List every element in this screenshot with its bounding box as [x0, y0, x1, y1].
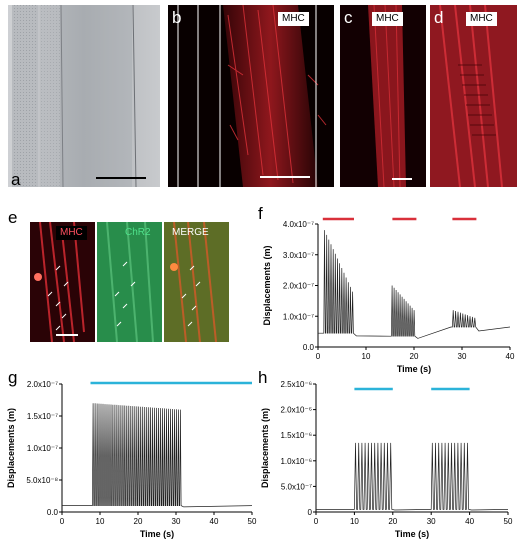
- x-tick-label-f: 40: [506, 352, 515, 361]
- x-tick-label-g: 50: [248, 517, 257, 526]
- y-tick-label-g: 5.0x10⁻⁸: [26, 476, 58, 485]
- y-tick-label-h: 2.5x10⁻⁶: [280, 380, 312, 389]
- stain-tag-b: MHC: [278, 12, 309, 26]
- y-tick-label-g: 1.0x10⁻⁷: [27, 444, 58, 453]
- panel-a-image: [8, 5, 160, 187]
- y-tick-label-h: 0: [308, 508, 313, 517]
- x-tick-label-h: 0: [314, 517, 319, 526]
- scale-bar: [96, 177, 146, 179]
- panel-label-e: e: [8, 208, 18, 227]
- y-tick-label-f: 0.0: [303, 343, 315, 352]
- panel-d-image: MHC: [430, 5, 517, 187]
- panel-label-b: b: [172, 8, 182, 27]
- x-tick-label-f: 30: [458, 352, 467, 361]
- panel-e-chr2-texture: [97, 222, 162, 342]
- trace-g: [62, 403, 253, 508]
- x-tick-label-g: 30: [172, 517, 181, 526]
- x-tick-label-h: 40: [465, 517, 474, 526]
- x-axis-title-h: Time (s): [395, 529, 429, 539]
- stain-tag-d: MHC: [466, 12, 497, 26]
- trace-f: [318, 230, 511, 339]
- stain-tag-e-mhc: MHC: [56, 226, 87, 240]
- panel-label-f: f: [258, 204, 263, 223]
- y-tick-label-h: 1.5x10⁻⁶: [280, 431, 312, 440]
- x-tick-label-h: 50: [504, 517, 513, 526]
- y-tick-label-g: 2.0x10⁻⁷: [27, 380, 58, 389]
- y-tick-label-g: 0.0: [47, 508, 59, 517]
- y-axis-title-h: Displacements (m): [260, 408, 270, 488]
- x-tick-label-h: 30: [427, 517, 436, 526]
- stain-tag-c: MHC: [372, 12, 403, 26]
- x-tick-label-g: 20: [134, 517, 143, 526]
- y-tick-label-g: 1.5x10⁻⁷: [27, 412, 58, 421]
- panel-label-a: a: [11, 170, 21, 189]
- panel-e-mhc: MHC: [30, 222, 95, 342]
- y-tick-label-h: 2.0x10⁻⁶: [280, 406, 312, 415]
- y-tick-label-f: 1.0x10⁻⁷: [283, 312, 314, 321]
- x-axis-title-g: Time (s): [140, 529, 174, 539]
- panel-a-texture: [8, 5, 160, 187]
- y-tick-label-h: 5.0x10⁻⁷: [281, 482, 312, 491]
- trace-h: [316, 442, 509, 511]
- stain-tag-e-merge: MERGE: [172, 227, 209, 238]
- y-tick-label-f: 3.0x10⁻⁷: [283, 251, 314, 260]
- panel-c-image: MHC: [340, 5, 426, 187]
- x-tick-label-g: 40: [210, 517, 219, 526]
- panel-c-texture: [368, 5, 412, 187]
- x-tick-label-g: 0: [60, 517, 65, 526]
- x-tick-label-g: 10: [96, 517, 105, 526]
- panel-label-g: g: [8, 368, 18, 387]
- y-tick-label-h: 1.0x10⁻⁶: [280, 457, 312, 466]
- x-tick-label-f: 20: [410, 352, 419, 361]
- x-tick-label-f: 0: [316, 352, 321, 361]
- x-tick-label-f: 10: [362, 352, 371, 361]
- x-axis-title-f: Time (s): [397, 364, 431, 374]
- panel-b-image: MHC: [168, 5, 334, 187]
- panel-e-merge: MERGE: [164, 222, 229, 342]
- panel-e-mhc-texture: [34, 222, 85, 342]
- panel-label-h: h: [258, 368, 268, 387]
- panel-e-merge-texture: [164, 222, 229, 342]
- stain-tag-e-chr2: ChR2: [125, 227, 151, 238]
- y-axis-title-g: Displacements (m): [6, 408, 16, 488]
- y-tick-label-f: 2.0x10⁻⁷: [283, 282, 314, 291]
- panel-label-d: d: [434, 8, 444, 27]
- panel-e-chr2: ChR2: [97, 222, 162, 342]
- panel-d-texture: [430, 5, 517, 187]
- y-axis-title-f: Displacements (m): [262, 245, 272, 325]
- x-tick-label-h: 10: [350, 517, 359, 526]
- panel-label-c: c: [344, 8, 353, 27]
- panel-b-texture: [177, 5, 327, 187]
- x-tick-label-h: 20: [388, 517, 397, 526]
- y-tick-label-f: 4.0x10⁻⁷: [283, 220, 314, 229]
